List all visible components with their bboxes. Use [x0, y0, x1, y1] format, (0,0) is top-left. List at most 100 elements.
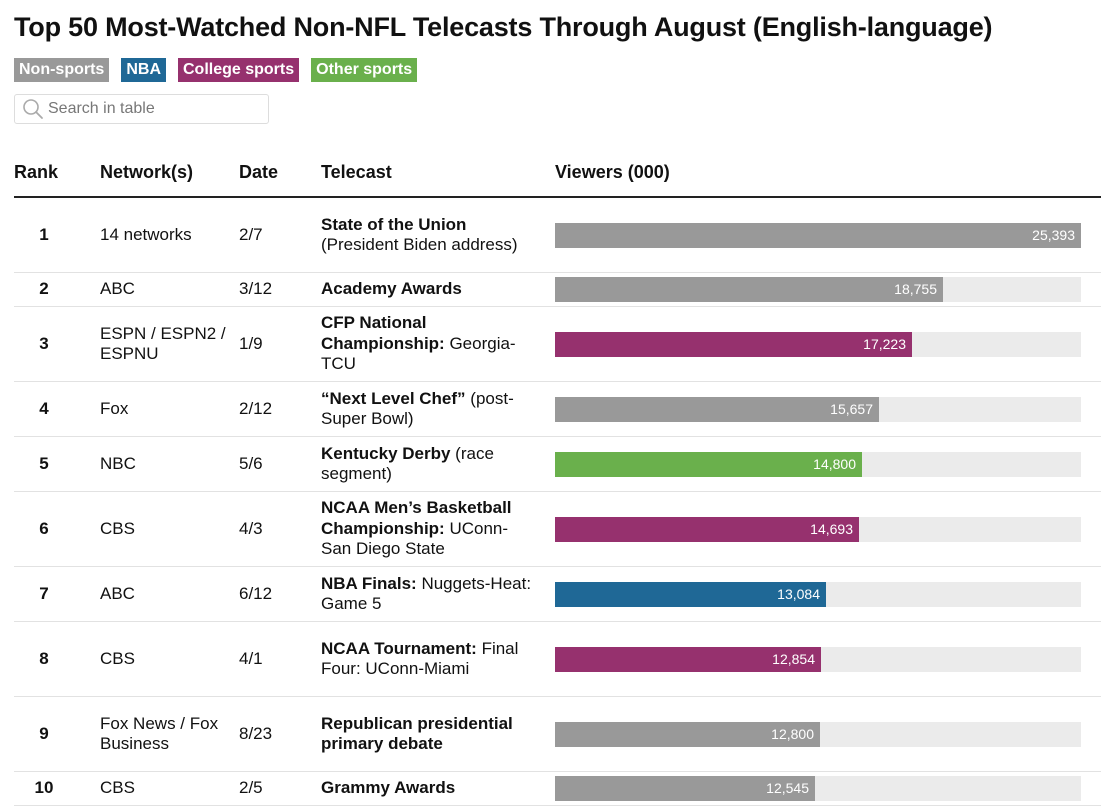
bar-track: 12,545: [555, 776, 1081, 801]
bar-track: 18,755: [555, 277, 1081, 302]
bar-track: 12,854: [555, 646, 1081, 672]
viewers-cell: 12,545: [555, 772, 1081, 805]
bar-2: 18,755: [555, 277, 943, 302]
date-cell: 2/5: [239, 778, 263, 798]
telecast-detail: UConn-San Diego State: [321, 518, 509, 559]
telecast-cell: Academy Awards: [321, 273, 536, 306]
telecast-cell: CFP National Championship: Georgia-TCU: [321, 307, 536, 381]
rank-cell: 2: [39, 279, 49, 299]
rank-cell: 6: [39, 518, 49, 538]
bar-track: 14,800: [555, 451, 1081, 477]
rank-cell: 3: [39, 333, 49, 353]
table-row: 1 14 networks 2/7 State of the Union (Presi…: [14, 198, 1101, 273]
bar-5: 14,800: [555, 451, 862, 477]
bar-value-label: 14,800: [813, 455, 856, 472]
telecast-detail: (post-Super Bowl): [321, 388, 514, 429]
table-row: 8 CBS 4/1 NCAA Tournament: Final Four: UCon…: [14, 622, 1101, 697]
viewers-cell: 14,693: [555, 492, 1081, 566]
date-cell: 3/12: [239, 279, 273, 299]
telecast-cell: NCAA Tournament: Final Four: UConn-Miami: [321, 622, 536, 696]
table-header: Rank Network(s) Date Telecast Viewers (0…: [14, 160, 1101, 198]
telecast-title: Grammy Awards: [321, 778, 456, 798]
bar-value-label: 18,755: [894, 281, 937, 297]
legend: Non-sports NBA College sports Other spor…: [14, 58, 418, 82]
viewers-cell: 18,755: [555, 273, 1081, 306]
network-cell: Fox: [100, 398, 129, 418]
bar-track: 12,800: [555, 721, 1081, 747]
bar-value-label: 12,545: [766, 780, 809, 796]
header-telecast[interactable]: Telecast: [321, 162, 392, 182]
telecast-title: “Next Level Chef”: [321, 388, 466, 408]
date-cell: 2/7: [239, 224, 263, 244]
network-cell: CBS: [100, 778, 135, 798]
telecast-title: NCAA Tournament:: [321, 638, 477, 658]
date-cell: 5/6: [239, 453, 263, 473]
legend-nba: NBA: [121, 58, 166, 82]
bar-value-label: 25,393: [1032, 226, 1075, 243]
viewers-cell: 25,393: [555, 198, 1081, 272]
table-row: 9 Fox News / Fox Business 8/23 Republican p…: [14, 697, 1101, 772]
network-cell: CBS: [100, 648, 135, 668]
rank-cell: 5: [39, 453, 49, 473]
bar-value-label: 13,084: [777, 585, 820, 602]
viewers-cell: 15,657: [555, 382, 1081, 436]
telecast-detail: Georgia-TCU: [321, 333, 516, 374]
bar-value-label: 12,800: [771, 725, 814, 742]
telecast-cell: Kentucky Derby (race segment): [321, 437, 536, 491]
telecast-cell: NBA Finals: Nuggets-Heat: Game 5: [321, 567, 536, 621]
header-network[interactable]: Network(s): [100, 162, 194, 182]
table-row: 4 Fox 2/12 “Next Level Chef” (post-Super Bo…: [14, 382, 1101, 437]
date-cell: 4/1: [239, 648, 263, 668]
telecast-cell: Republican presidential primary debate: [321, 697, 536, 771]
table-row: 2 ABC 3/12 Academy Awards 18,755: [14, 273, 1101, 307]
legend-college-sports: College sports: [178, 58, 300, 82]
bar-1: 25,393: [555, 222, 1081, 248]
table-body: 1 14 networks 2/7 State of the Union (Presi…: [14, 198, 1101, 806]
viewers-cell: 12,800: [555, 697, 1081, 771]
bar-track: 13,084: [555, 581, 1081, 607]
telecast-title: NBA Finals:: [321, 573, 417, 593]
telecast-detail: (President Biden address): [321, 235, 518, 254]
telecast-cell: State of the Union (President Biden addr…: [321, 198, 536, 272]
telecast-title: Academy Awards: [321, 279, 462, 299]
table-row: 5 NBC 5/6 Kentucky Derby (race segment) 14,8…: [14, 437, 1101, 492]
telecast-cell: NCAA Men’s Basketball Championship: UCon…: [321, 492, 536, 566]
telecast-title: State of the Union: [321, 214, 467, 234]
bar-value-label: 17,223: [863, 335, 906, 352]
rank-cell: 7: [39, 583, 49, 603]
search-input[interactable]: [48, 100, 258, 118]
viewers-cell: 14,800: [555, 437, 1081, 491]
bar-8: 12,854: [555, 646, 821, 672]
bar-track: 14,693: [555, 516, 1081, 542]
date-cell: 4/3: [239, 518, 263, 538]
rank-cell: 4: [39, 398, 49, 418]
bar-10: 12,545: [555, 776, 815, 801]
viewers-cell: 13,084: [555, 567, 1081, 621]
date-cell: 8/23: [239, 723, 273, 743]
header-date[interactable]: Date: [239, 162, 279, 182]
header-viewers[interactable]: Viewers (000): [555, 162, 670, 182]
network-cell: ABC: [100, 583, 135, 603]
bar-track: 15,657: [555, 396, 1081, 422]
network-cell: NBC: [100, 453, 136, 473]
bar-value-label: 14,693: [810, 520, 853, 537]
date-cell: 2/12: [239, 398, 273, 418]
viewers-cell: 12,854: [555, 622, 1081, 696]
search-box[interactable]: [14, 94, 269, 124]
telecast-detail: (race segment): [321, 443, 494, 484]
bar-track: 17,223: [555, 331, 1081, 357]
telecast-title: NCAA Men’s Basketball Championship:: [321, 498, 512, 538]
bar-value-label: 12,854: [772, 650, 815, 667]
header-rank[interactable]: Rank: [14, 162, 59, 182]
network-cell: CBS: [100, 518, 135, 538]
table-row: 6 CBS 4/3 NCAA Men’s Basketball Championshi…: [14, 492, 1101, 567]
bar-7: 13,084: [555, 581, 826, 607]
rank-cell: 9: [39, 723, 49, 743]
rank-cell: 10: [34, 778, 54, 798]
viewers-cell: 17,223: [555, 307, 1081, 381]
rank-cell: 1: [39, 224, 49, 244]
chart-title: Top 50 Most-Watched Non-NFL Telecasts Th…: [14, 12, 993, 42]
bar-value-label: 15,657: [830, 400, 873, 417]
legend-other-sports: Other sports: [311, 58, 418, 82]
bar-3: 17,223: [555, 331, 912, 357]
